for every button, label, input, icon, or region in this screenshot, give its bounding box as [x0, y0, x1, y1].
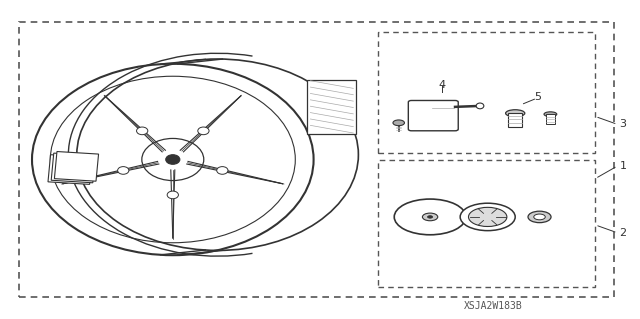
Ellipse shape [544, 112, 557, 117]
Polygon shape [48, 155, 92, 184]
Text: 4: 4 [438, 79, 445, 90]
Bar [378, 32, 595, 153]
FancyBboxPatch shape [408, 100, 458, 131]
Circle shape [394, 199, 466, 235]
Ellipse shape [77, 59, 358, 250]
Polygon shape [307, 80, 356, 134]
Text: 3: 3 [620, 119, 627, 130]
Ellipse shape [167, 191, 179, 199]
Bar [378, 160, 595, 287]
Circle shape [393, 120, 404, 126]
Ellipse shape [476, 103, 484, 109]
Circle shape [422, 213, 438, 221]
Text: 5: 5 [534, 92, 541, 102]
Text: 2: 2 [620, 228, 627, 238]
Ellipse shape [136, 127, 148, 135]
Circle shape [428, 216, 433, 218]
Polygon shape [54, 152, 99, 181]
Ellipse shape [217, 167, 228, 174]
Circle shape [460, 203, 515, 231]
Text: XSJA2W183B: XSJA2W183B [463, 301, 522, 311]
Text: 1: 1 [620, 161, 627, 171]
Ellipse shape [166, 155, 180, 164]
Circle shape [468, 207, 507, 226]
Circle shape [528, 211, 551, 223]
Circle shape [534, 214, 545, 220]
Ellipse shape [118, 167, 129, 174]
Bar [19, 22, 614, 297]
Ellipse shape [198, 127, 209, 135]
Bar [508, 113, 522, 127]
Bar [546, 114, 555, 124]
Polygon shape [51, 153, 95, 183]
Ellipse shape [506, 110, 525, 117]
